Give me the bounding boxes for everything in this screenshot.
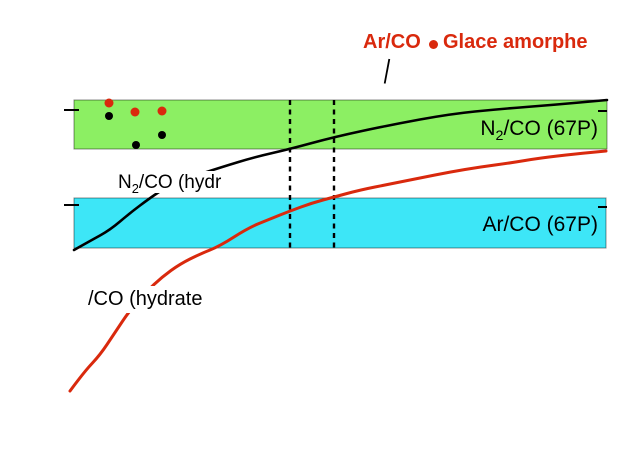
green-band-label: N2/CO (67P) — [458, 117, 598, 144]
band-cyan — [73, 197, 607, 249]
n2co-hydrate-label-box: N2/CO (hydr — [115, 171, 225, 193]
cyan-band-label: Ar/CO (67P) — [482, 213, 598, 236]
arco-hydrate-label-box: /CO (hydrate — [87, 286, 206, 313]
legend-white-strip — [383, 23, 392, 93]
scatter-point — [158, 131, 166, 139]
n2co-hydrate-sub: 2 — [131, 180, 139, 193]
legend-label-glace-amorphe: Glace amorphe — [443, 31, 588, 53]
legend-dot-icon — [429, 40, 438, 49]
green-band-label-pre: N — [480, 117, 496, 140]
scatter-point — [104, 98, 114, 108]
scatter-point — [157, 106, 167, 116]
legend-label-arco: Ar/CO — [363, 31, 421, 53]
green-band-label-post: /CO (67P) — [503, 117, 598, 140]
scatter-point — [130, 107, 140, 117]
n2co-hydrate-pre: N — [118, 172, 132, 193]
n2co-hydrate-post: /CO (hydr — [138, 172, 222, 193]
scatter-point — [105, 112, 113, 120]
green-band-label-sub: 2 — [495, 128, 504, 145]
curve-n2co-hydrate — [72, 98, 609, 252]
legend-strip-slash — [383, 58, 391, 84]
scatter-point — [132, 141, 140, 149]
